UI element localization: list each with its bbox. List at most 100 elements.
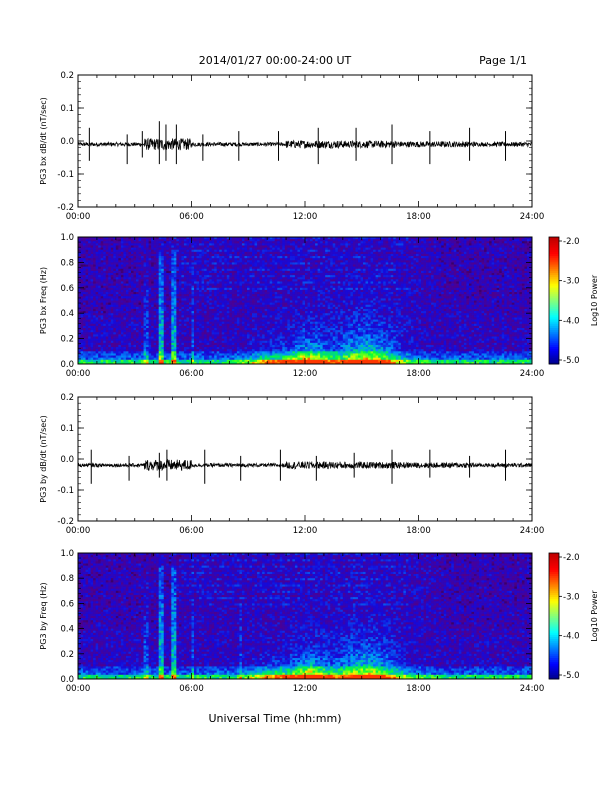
heatmap-cell [221, 237, 225, 240]
heatmap-cell [113, 321, 117, 325]
heatmap-cell [80, 294, 84, 297]
heatmap-cell [115, 359, 119, 363]
heatmap-cell [176, 270, 180, 274]
heatmap-cell [204, 353, 208, 356]
heatmap-cell [206, 275, 210, 278]
heatmap-cell [264, 256, 268, 259]
heatmap-cell [191, 256, 195, 259]
heatmap-cell [204, 323, 208, 327]
heatmap-cell [186, 311, 190, 314]
heatmap-cell [209, 245, 213, 248]
heatmap-cell [83, 287, 86, 291]
heatmap-cell [80, 351, 84, 354]
heatmap-cell [181, 279, 185, 282]
heatmap-cell [100, 323, 104, 327]
heatmap-cell [125, 353, 129, 356]
heatmap-cell [264, 336, 268, 339]
heatmap-cell [259, 334, 263, 337]
heatmap-cell [226, 361, 230, 365]
heatmap-cell [141, 300, 144, 304]
heatmap-cell [151, 296, 155, 299]
heatmap-cell [138, 357, 142, 361]
heatmap-cell [100, 256, 104, 259]
heatmap-cell [168, 315, 172, 318]
heatmap-cell [123, 294, 127, 297]
heatmap-cell [252, 359, 255, 363]
heatmap-cell [113, 268, 117, 272]
heatmap-cell [146, 338, 150, 342]
heatmap-cell [141, 355, 144, 359]
heatmap-cell [204, 334, 208, 337]
heatmap-cell [93, 289, 97, 293]
heatmap-cell [78, 277, 81, 280]
heatmap-cell [110, 328, 114, 331]
heatmap-cell [183, 306, 187, 310]
heatmap-cell [153, 251, 157, 255]
heatmap-cell [209, 357, 213, 361]
heatmap-cell [264, 241, 268, 244]
heatmap-cell [108, 308, 112, 312]
heatmap-cell [267, 304, 271, 308]
heatmap-cell [158, 256, 162, 259]
heatmap-cell [188, 285, 192, 289]
heatmap-cell [209, 243, 213, 246]
heatmap-cell [136, 357, 139, 361]
heatmap-cell [229, 313, 233, 316]
heatmap-cell [259, 285, 263, 289]
heatmap-cell [148, 245, 152, 248]
heatmap-cell [103, 302, 107, 306]
heatmap-cell [252, 262, 255, 265]
heatmap-cell [259, 317, 263, 320]
heatmap-cell [226, 270, 230, 274]
heatmap-cell [246, 315, 250, 318]
heatmap-cell [171, 264, 175, 268]
heatmap-cell [128, 353, 132, 356]
heatmap-cell [143, 247, 147, 251]
heatmap-cell [105, 260, 109, 263]
heatmap-cell [78, 334, 81, 337]
heatmap-cell [188, 347, 192, 350]
heatmap-cell [181, 323, 185, 327]
heatmap-cell [264, 266, 268, 270]
heatmap-cell [176, 298, 180, 301]
heatmap-cell [214, 237, 218, 240]
heatmap-cell [80, 243, 84, 246]
heatmap-cell [95, 340, 99, 344]
heatmap-cell [176, 328, 180, 331]
heatmap-cell [151, 241, 155, 244]
heatmap-cell [113, 338, 117, 342]
heatmap-cell [262, 253, 266, 257]
heatmap-cell [128, 313, 132, 316]
heatmap-cell [252, 313, 255, 316]
heatmap-cell [138, 328, 142, 331]
heatmap-cell [226, 264, 230, 268]
heatmap-cell [125, 247, 129, 251]
heatmap-cell [100, 344, 104, 348]
heatmap-cell [85, 313, 89, 316]
heatmap-cell [252, 311, 255, 314]
heatmap-cell [120, 277, 124, 280]
heatmap-cell [146, 349, 150, 352]
heatmap-cell [168, 340, 172, 344]
heatmap-cell [254, 266, 258, 270]
heatmap-cell [224, 245, 228, 248]
heatmap-cell [178, 275, 182, 278]
heatmap-cell [201, 266, 205, 270]
heatmap-cell [173, 270, 177, 274]
heatmap-cell [191, 262, 195, 265]
heatmap-cell [163, 260, 167, 263]
heatmap-cell [199, 249, 202, 253]
heatmap-cell [204, 319, 208, 323]
heatmap-cell [259, 336, 263, 339]
heatmap-cell [252, 355, 255, 359]
heatmap-cell [108, 357, 112, 361]
heatmap-cell [196, 270, 200, 274]
heatmap-cell [229, 347, 233, 350]
heatmap-cell [201, 260, 205, 263]
heatmap-cell [264, 340, 268, 344]
heatmap-cell [90, 260, 94, 263]
heatmap-cell [264, 251, 268, 255]
heatmap-cell [264, 279, 268, 282]
heatmap-cell [214, 304, 218, 308]
heatmap-cell [239, 285, 243, 289]
